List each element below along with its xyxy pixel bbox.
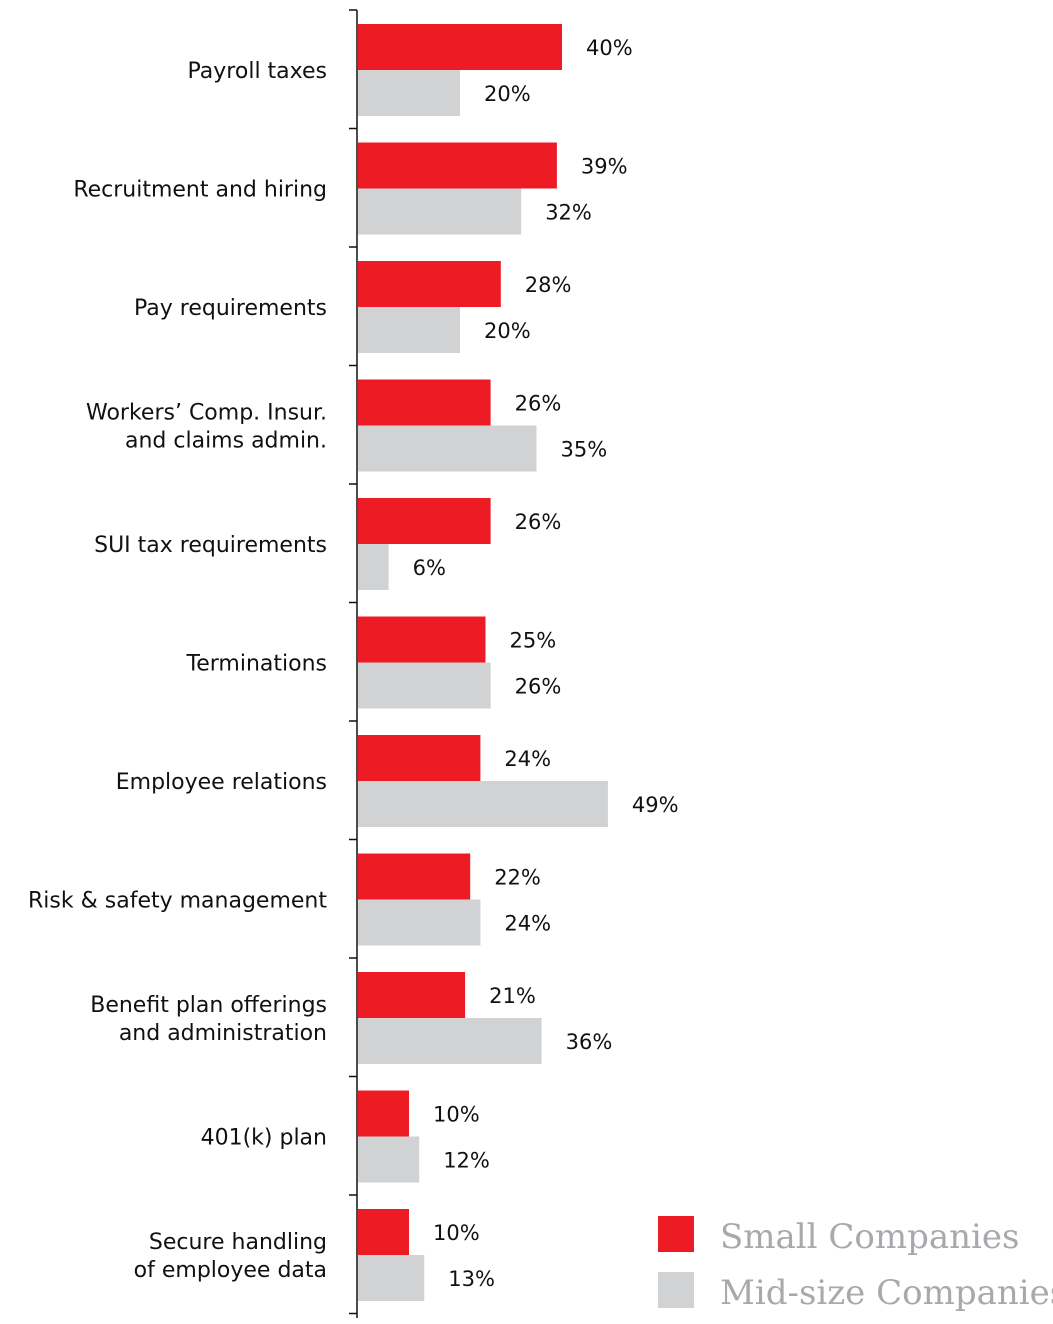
data-label-small-companies: 22% (494, 866, 541, 890)
bar-mid-size-companies (358, 781, 608, 827)
bar-small-companies (358, 1090, 409, 1137)
legend-label-small-companies: Small Companies (720, 1217, 1019, 1257)
bar-mid-size-companies (358, 1018, 542, 1064)
data-label-small-companies: 40% (586, 36, 633, 60)
data-label-mid-size-companies: 36% (566, 1030, 613, 1054)
data-label-small-companies: 10% (433, 1103, 480, 1127)
bar-mid-size-companies (358, 188, 522, 235)
bar-mid-size-companies (358, 899, 481, 946)
bar-small-companies (358, 616, 486, 663)
bar-mid-size-companies (358, 425, 537, 472)
bar-small-companies (358, 24, 562, 70)
bar-small-companies (358, 142, 557, 189)
category-label: Workers’ Comp. Insur. and claims admin. (86, 401, 327, 454)
bar-mid-size-companies (358, 1136, 420, 1183)
bar-small-companies (358, 1209, 409, 1255)
bar-mid-size-companies (358, 307, 460, 353)
labels-layer: Payroll taxes 40% 20% Recruitment and hirin… (28, 36, 679, 1291)
legend-label-mid-size-companies: Mid-size Companies (720, 1273, 1053, 1313)
category-label: Terminations (186, 652, 327, 677)
bar-mid-size-companies (358, 544, 389, 590)
category-label: Benefit plan offerings and administration (90, 993, 327, 1046)
data-label-mid-size-companies: 12% (443, 1149, 490, 1173)
axis-layer (349, 9, 358, 1318)
bar-small-companies (358, 498, 491, 544)
data-label-small-companies: 26% (515, 392, 562, 416)
bar-mid-size-companies (358, 1255, 425, 1301)
legend-swatch-small-companies (658, 1216, 694, 1252)
legend-swatch-mid-size-companies (658, 1272, 694, 1308)
data-label-small-companies: 39% (581, 155, 628, 179)
data-label-small-companies: 24% (504, 747, 551, 771)
category-label: Pay requirements (134, 296, 327, 321)
category-label: SUI tax requirements (94, 533, 327, 558)
bar-small-companies (358, 972, 466, 1018)
bar-small-companies (358, 853, 471, 900)
bar-small-companies (358, 379, 491, 426)
category-label: Recruitment and hiring (73, 178, 327, 203)
data-label-mid-size-companies: 6% (413, 556, 446, 580)
data-label-small-companies: 21% (489, 984, 536, 1008)
data-label-mid-size-companies: 20% (484, 82, 531, 106)
category-label: Risk & safety management (28, 889, 327, 914)
category-label: 401(k) plan (201, 1126, 327, 1151)
data-label-small-companies: 28% (525, 273, 572, 297)
category-label: Secure handling of employee data (134, 1230, 327, 1283)
data-label-mid-size-companies: 26% (515, 675, 562, 699)
bar-small-companies (358, 261, 501, 307)
data-label-small-companies: 26% (515, 510, 562, 534)
data-label-small-companies: 25% (510, 629, 557, 653)
bar-mid-size-companies (358, 662, 491, 709)
data-label-mid-size-companies: 49% (632, 793, 679, 817)
category-label: Payroll taxes (188, 59, 327, 84)
data-label-mid-size-companies: 35% (561, 438, 608, 462)
bar-small-companies (358, 735, 481, 781)
data-label-small-companies: 10% (433, 1221, 480, 1245)
bars-layer (358, 24, 608, 1301)
bar-mid-size-companies (358, 70, 460, 116)
data-label-mid-size-companies: 13% (448, 1267, 495, 1291)
data-label-mid-size-companies: 20% (484, 319, 531, 343)
category-label: Employee relations (116, 770, 327, 795)
data-label-mid-size-companies: 32% (545, 201, 592, 225)
data-label-mid-size-companies: 24% (504, 912, 551, 936)
legend: Small Companies Mid-size Companies (658, 1216, 1053, 1313)
